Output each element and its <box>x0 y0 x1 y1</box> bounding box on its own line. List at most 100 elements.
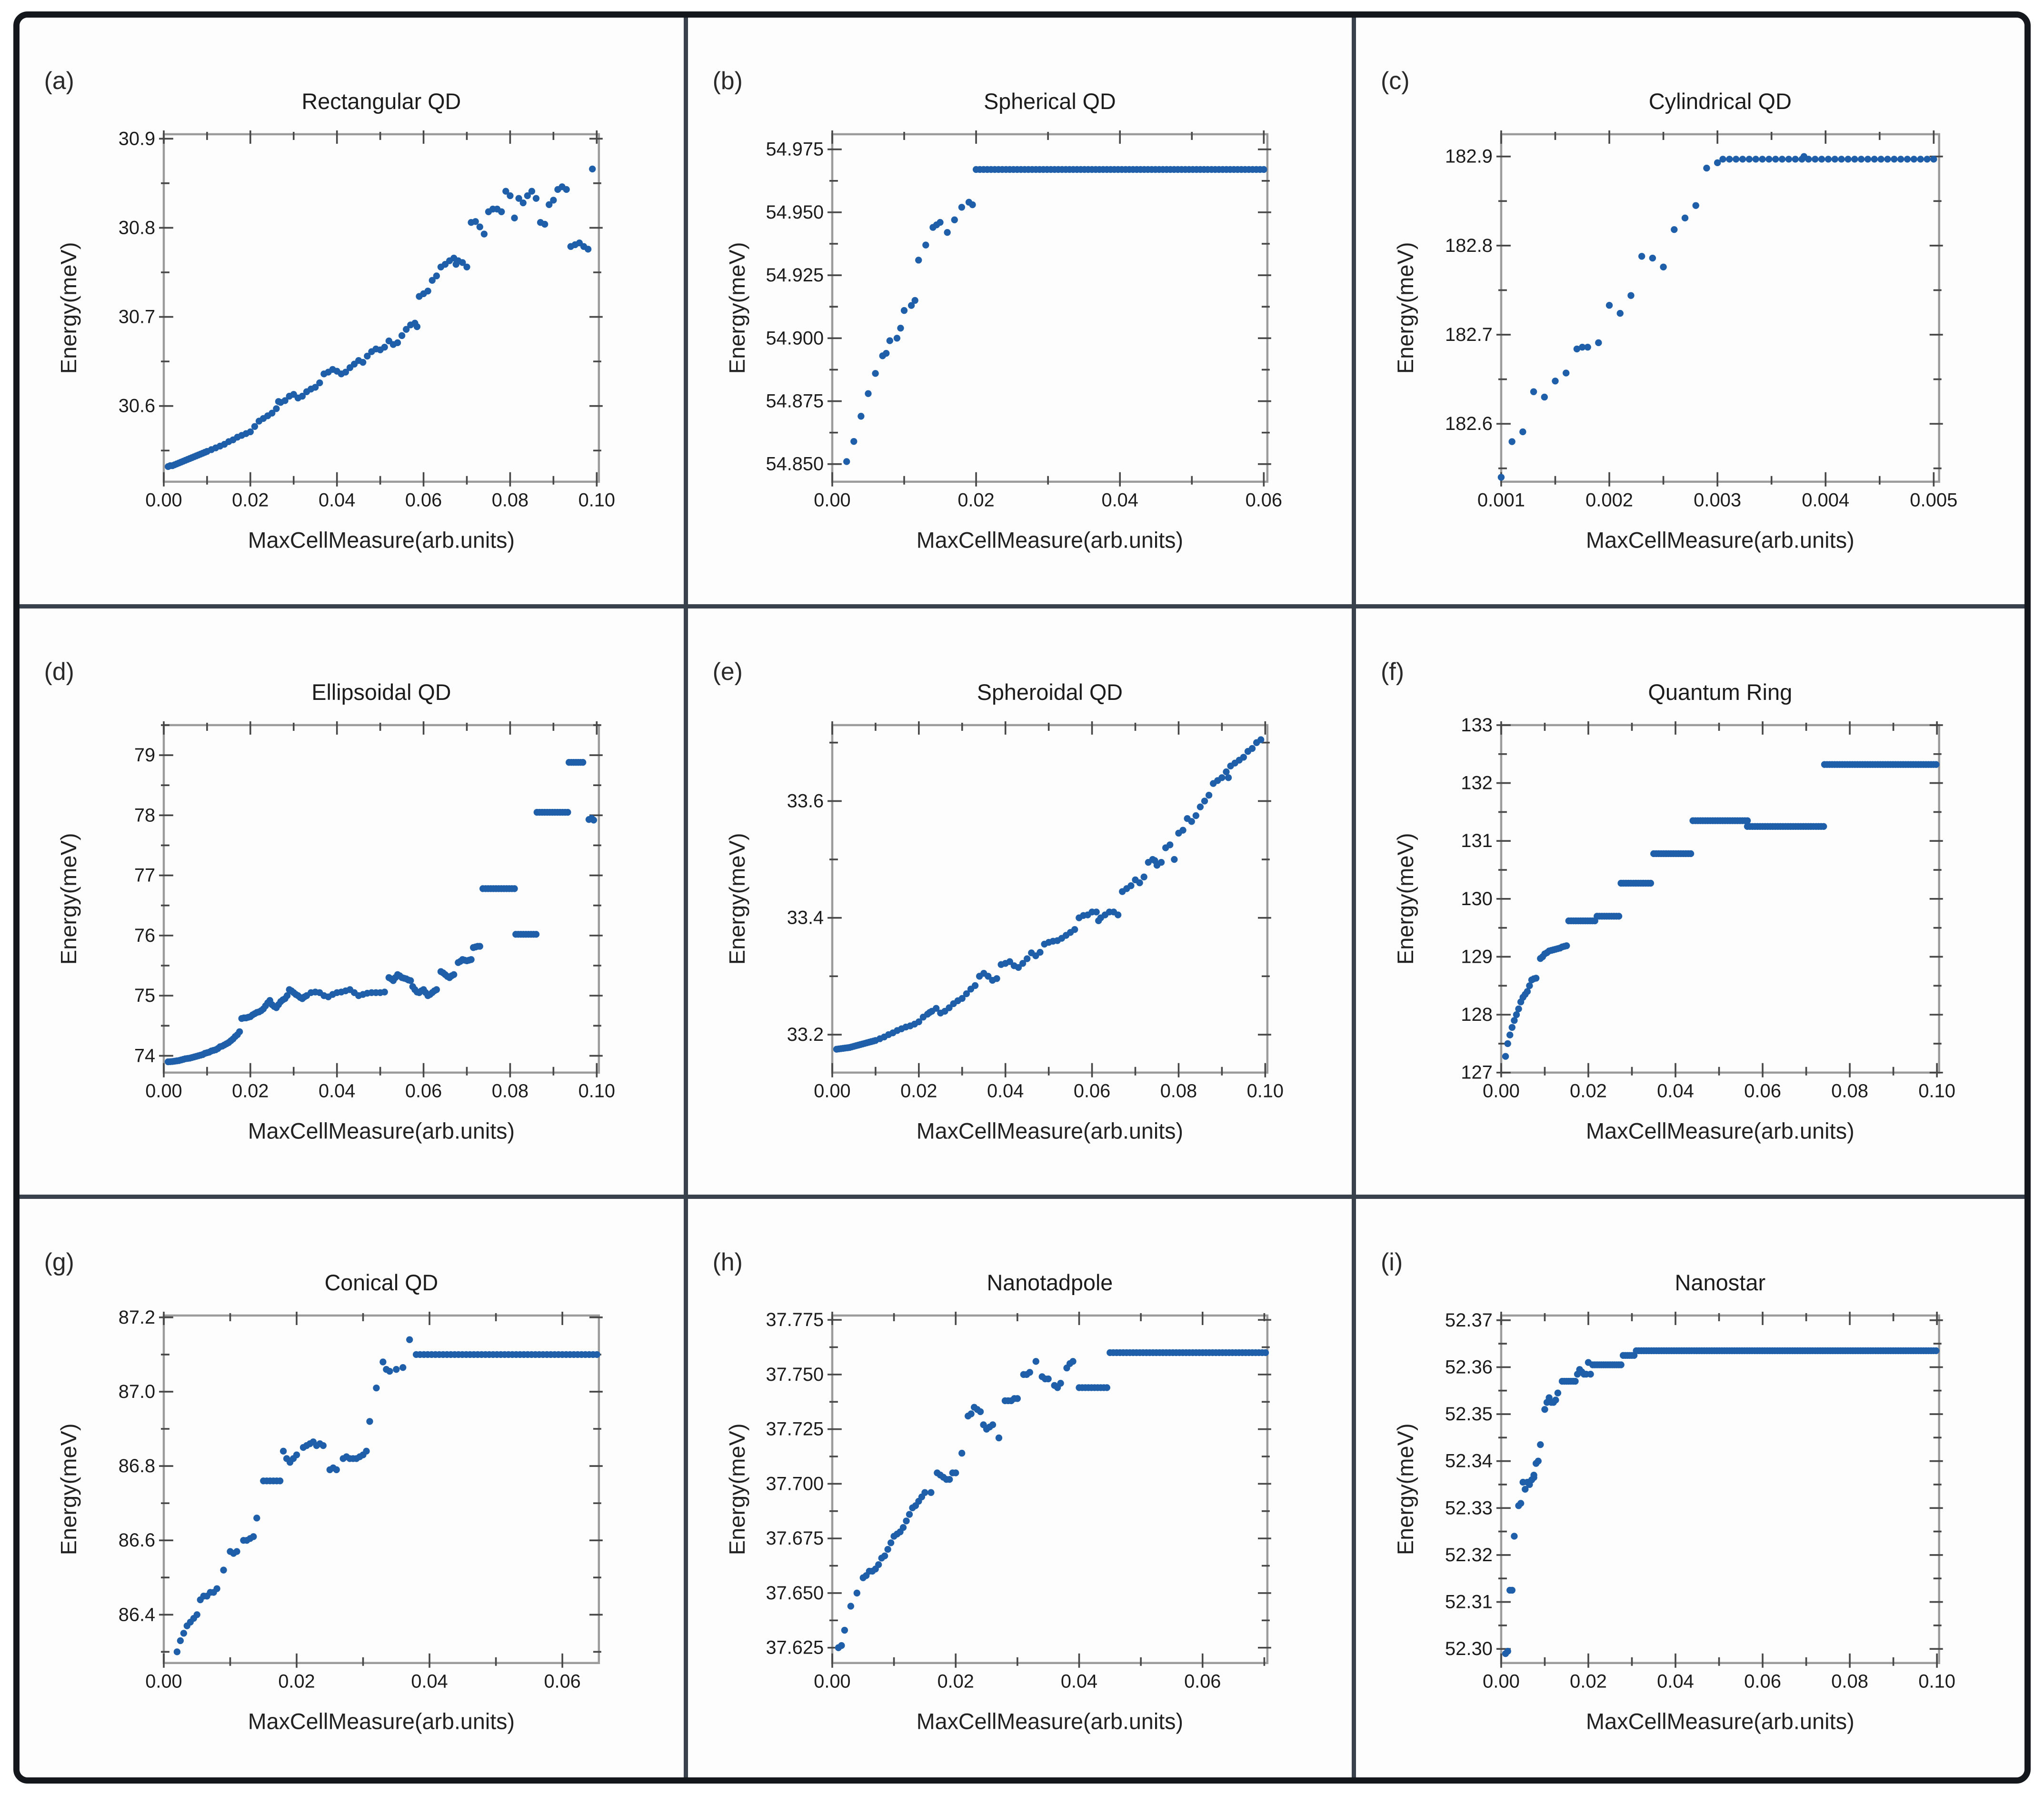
x-tick-label: 0.08 <box>1160 1080 1196 1101</box>
data-points <box>833 736 1265 1053</box>
x-tick-label: 0.08 <box>1831 1671 1868 1692</box>
panel-label: (d) <box>44 657 74 685</box>
panel-grid: (a) Rectangular QD 0.00 0.02 0.04 0.06 0.08 0.1… <box>20 18 2024 1777</box>
axis-box <box>1500 1315 1941 1665</box>
x-tick-label: 0.005 <box>1910 490 1958 511</box>
y-tick-label: 76 <box>134 925 155 946</box>
y-tick-label: 52.36 <box>1445 1357 1493 1378</box>
y-tick-label: 130 <box>1461 888 1493 909</box>
y-tick-label: 37.625 <box>766 1637 824 1658</box>
data-points <box>173 1336 600 1655</box>
y-tick-label: 37.675 <box>766 1528 824 1549</box>
x-tick-label: 0.02 <box>232 490 269 511</box>
x-tick-label: 0.04 <box>319 1080 355 1101</box>
y-tick-label: 182.6 <box>1445 413 1493 434</box>
y-tick-label: 30.9 <box>119 128 155 149</box>
x-tick-label: 0.001 <box>1477 490 1525 511</box>
chart-a: (a) Rectangular QD 0.00 0.02 0.04 0.06 0.08 0.1… <box>44 67 615 553</box>
x-tick-label: 0.04 <box>1657 1080 1694 1101</box>
data-points <box>835 1349 1269 1652</box>
panel-b-cell: (b) Spherical QD 0.00 0.02 0.04 0.06 54.850 54.… <box>688 18 1356 608</box>
x-axis-label: MaxCellMeasure(arb.units) <box>916 1118 1183 1143</box>
x-tick-label: 0.06 <box>1744 1080 1781 1101</box>
axis-box <box>831 1315 1268 1665</box>
x-tick-label: 0.06 <box>1184 1671 1221 1692</box>
panel-label: (a) <box>44 67 74 94</box>
y-tick-label: 33.6 <box>787 790 823 811</box>
chart-i: (i) Nanostar 0.00 0.02 0.04 0.06 0.08 0.10 52.30… <box>1381 1248 1956 1734</box>
y-tick-label: 78 <box>134 805 155 826</box>
chart-title: Cylindrical QD <box>1649 89 1792 114</box>
x-tick-label: 0.02 <box>1570 1671 1607 1692</box>
y-tick-label: 52.34 <box>1445 1451 1493 1472</box>
y-axis-label: Energy(meV) <box>56 242 81 374</box>
panel-d-cell: (d) Ellipsoidal QD 0.00 0.02 0.04 0.06 0.08 0.1… <box>20 608 688 1199</box>
x-tick-label: 0.08 <box>492 1080 528 1101</box>
y-tick-label: 86.4 <box>119 1605 155 1625</box>
x-tick-label: 0.06 <box>1245 490 1282 511</box>
y-axis-label: Energy(meV) <box>56 833 81 965</box>
y-tick-label: 52.31 <box>1445 1592 1493 1613</box>
data-points <box>1502 761 1940 1060</box>
x-axis-label: MaxCellMeasure(arb.units) <box>1586 1118 1855 1143</box>
y-tick-label: 182.8 <box>1445 235 1493 256</box>
y-tick-label: 129 <box>1461 946 1493 967</box>
x-tick-label: 0.002 <box>1585 490 1633 511</box>
data-points <box>843 166 1267 465</box>
panel-a-cell: (a) Rectangular QD 0.00 0.02 0.04 0.06 0.08 0.1… <box>20 18 688 608</box>
x-tick-label: 0.04 <box>1101 490 1138 511</box>
x-tick-label: 0.06 <box>1744 1671 1781 1692</box>
y-tick-label: 132 <box>1461 772 1493 793</box>
x-tick-label: 0.10 <box>578 1080 615 1101</box>
x-tick-label: 0.02 <box>957 490 994 511</box>
x-tick-label: 0.02 <box>278 1671 315 1692</box>
x-axis-label: MaxCellMeasure(arb.units) <box>1586 528 1855 553</box>
y-tick-label: 133 <box>1461 715 1493 736</box>
y-tick-label: 182.7 <box>1445 324 1493 345</box>
y-tick-label: 77 <box>134 865 155 886</box>
y-tick-label: 33.4 <box>787 907 823 928</box>
axis-box <box>831 724 1268 1074</box>
y-tick-label: 54.925 <box>766 265 824 286</box>
y-tick-label: 54.975 <box>766 139 824 160</box>
y-tick-label: 52.32 <box>1445 1545 1493 1566</box>
y-tick-label: 30.8 <box>119 217 155 238</box>
y-tick-label: 54.850 <box>766 454 824 475</box>
y-tick-label: 30.7 <box>119 306 155 327</box>
data-points <box>1498 153 1937 481</box>
y-axis-label: Energy(meV) <box>1393 1424 1418 1556</box>
y-axis-label: Energy(meV) <box>725 242 749 374</box>
x-tick-label: 0.00 <box>814 1671 850 1692</box>
x-tick-label: 0.00 <box>814 490 850 511</box>
panel-c-cell: (c) Cylindrical QD 0.001 0.002 0.003 0.004 0.0… <box>1356 18 2024 608</box>
x-axis-label: MaxCellMeasure(arb.units) <box>248 1709 515 1734</box>
chart-f: (f) Quantum Ring 0.00 0.02 0.04 0.06 0.08 0.10 1… <box>1381 658 1955 1144</box>
chart-g: (g) Conical QD 0.00 0.02 0.04 0.06 86.4 86.6 86.… <box>44 1248 603 1734</box>
axis-box <box>1500 724 1941 1074</box>
y-tick-label: 131 <box>1461 830 1493 851</box>
y-tick-label: 52.35 <box>1445 1404 1493 1425</box>
x-tick-label: 0.00 <box>1483 1671 1520 1692</box>
x-axis-label: MaxCellMeasure(arb.units) <box>916 528 1183 553</box>
panel-g-cell: (g) Conical QD 0.00 0.02 0.04 0.06 86.4 86.6 86.… <box>20 1199 688 1777</box>
y-tick-label: 33.2 <box>787 1024 823 1045</box>
data-points <box>164 758 598 1065</box>
y-tick-label: 37.775 <box>766 1309 824 1330</box>
x-tick-label: 0.10 <box>1919 1671 1956 1692</box>
chart-title: Conical QD <box>325 1270 439 1295</box>
chart-b: (b) Spherical QD 0.00 0.02 0.04 0.06 54.850 54.… <box>712 67 1282 553</box>
y-tick-label: 182.9 <box>1445 146 1493 167</box>
y-tick-label: 37.750 <box>766 1364 824 1385</box>
y-tick-label: 79 <box>134 745 155 766</box>
panel-f-cell: (f) Quantum Ring 0.00 0.02 0.04 0.06 0.08 0.10 1… <box>1356 608 2024 1199</box>
y-tick-label: 128 <box>1461 1004 1493 1025</box>
x-tick-label: 0.003 <box>1694 490 1741 511</box>
x-tick-label: 0.02 <box>232 1080 269 1101</box>
x-tick-label: 0.00 <box>814 1080 850 1101</box>
chart-e: (e) Spheroidal QD 0.00 0.02 0.04 0.06 0.08 0.10… <box>712 657 1283 1143</box>
x-tick-label: 0.02 <box>900 1080 937 1101</box>
panel-label: (h) <box>712 1248 742 1276</box>
y-tick-label: 87.0 <box>119 1381 155 1402</box>
y-tick-label: 127 <box>1461 1062 1493 1083</box>
x-tick-label: 0.06 <box>405 490 442 511</box>
